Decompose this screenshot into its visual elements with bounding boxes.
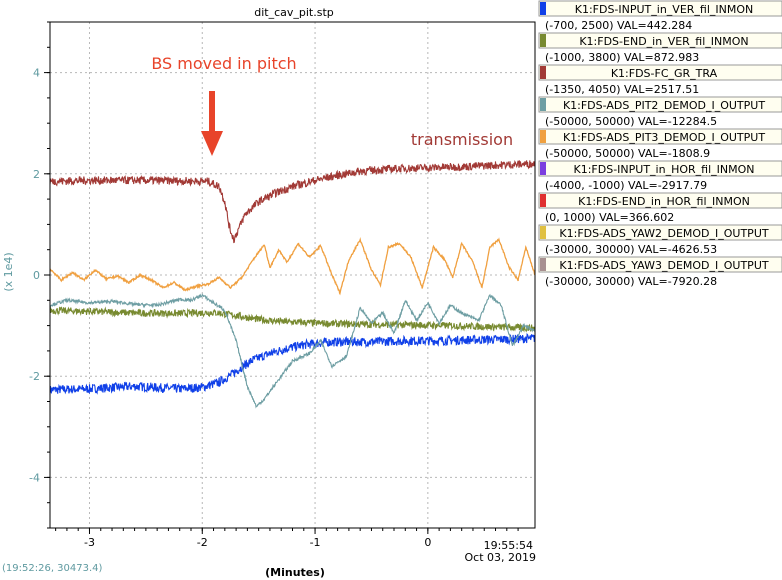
legend-entry: K1:FDS-ADS_YAW2_DEMOD_I_OUTPUT (-30000, 3… [538,224,782,256]
legend-entry-box [538,192,782,209]
date-label: Oct 03, 2019 [465,551,537,564]
legend-label: K1:FDS-ADS_PIT3_DEMOD_I_OUTPUT [563,131,765,144]
annotation-arrow [201,91,223,156]
annotation-bs-moved: BS moved in pitch [151,54,296,73]
legend-range: (-30000, 30000) VAL=-4626.53 [545,243,717,256]
legend-swatch [540,258,546,271]
legend-label: K1:FDS-INPUT_in_HOR_fil_INMON [574,163,755,176]
legend-swatch [540,34,546,47]
legend-swatch [540,194,546,207]
legend-label: K1:FDS-ADS_PIT2_DEMOD_I_OUTPUT [563,99,765,112]
legend-swatch [540,226,546,239]
legend-label: K1:FDS-END_in_VER_fil_INMON [579,35,748,48]
legend-label: K1:FDS-FC_GR_TRA [611,67,718,80]
legend-swatch [540,98,546,111]
legend-entry-box [538,0,782,17]
legend-range: (-700, 2500) VAL=442.284 [545,19,692,32]
legend-swatch [540,162,546,175]
legend-label: K1:FDS-ADS_YAW2_DEMOD_I_OUTPUT [559,227,768,240]
series-line [49,293,536,409]
series-layer [49,160,536,409]
legend-entry: K1:FDS-FC_GR_TRA (-1350, 4050) VAL=2517.5… [538,64,782,96]
legend-entry: K1:FDS-ADS_PIT3_DEMOD_I_OUTPUT (-50000, 5… [538,128,782,160]
y-tick-label: -4 [29,471,40,484]
time-label: 19:55:54 [484,539,533,552]
legend-entry: K1:FDS-INPUT_in_HOR_fil_INMON (-4000, -10… [538,160,782,192]
x-axis-label: (Minutes) [265,566,325,579]
legend-entry: K1:FDS-INPUT_in_VER_fil_INMON (-700, 2500… [538,0,782,32]
legend-swatch [540,130,546,143]
legend: K1:FDS-INPUT_in_VER_fil_INMON (-700, 2500… [538,0,782,288]
legend-entry-box [538,160,782,177]
legend-entry: K1:FDS-ADS_PIT2_DEMOD_I_OUTPUT (-50000, 5… [538,96,782,128]
legend-swatch [540,66,546,79]
legend-entry-box [538,128,782,145]
legend-entry: K1:FDS-ADS_YAW3_DEMOD_I_OUTPUT (-30000, 3… [538,256,782,288]
cursor-readout: (19:52:26, 30473.4) [2,563,103,574]
legend-range: (-50000, 50000) VAL=-1808.9 [545,147,710,160]
legend-label: K1:FDS-ADS_YAW3_DEMOD_I_OUTPUT [559,259,768,272]
y-tick-label: 2 [33,168,40,181]
series-line [49,160,536,244]
y-tick-label: -2 [29,370,40,383]
chart-title: dit_cav_pit.stp [254,6,334,19]
legend-entry: K1:FDS-END_in_HOR_fil_INMON (0, 1000) VAL… [538,192,782,224]
legend-range: (-50000, 50000) VAL=-12284.5 [545,115,717,128]
grid-layer [50,22,535,528]
legend-range: (-4000, -1000) VAL=-2917.79 [545,179,707,192]
annotation-transmission: transmission [411,130,513,149]
x-tick-label: -1 [310,536,321,549]
legend-swatch [540,2,546,15]
x-tick-label: -3 [84,536,95,549]
axis-layer: -3 -2 -1 0 -4 -2 0 2 4 [29,21,536,549]
legend-range: (-30000, 30000) VAL=-7920.28 [545,275,717,288]
legend-range: (-1000, 3800) VAL=872.983 [545,51,699,64]
x-tick-label: -2 [197,536,208,549]
legend-range: (-1350, 4050) VAL=2517.51 [545,83,699,96]
y-tick-label: 0 [33,269,40,282]
legend-entry-box [538,224,782,241]
legend-entry-box [538,64,782,81]
legend-label: K1:FDS-INPUT_in_VER_fil_INMON [575,3,754,16]
legend-range: (0, 1000) VAL=366.602 [545,211,674,224]
series-line [49,333,536,395]
y-tick-label: 4 [33,67,40,80]
y-axis-label: (x 1e4) [2,252,15,291]
x-tick-label: 0 [424,536,431,549]
legend-entry-box [538,32,782,49]
series-line [49,237,536,296]
legend-entry-box [538,96,782,113]
legend-entry: K1:FDS-END_in_VER_fil_INMON (-1000, 3800)… [538,32,782,64]
legend-label: K1:FDS-END_in_HOR_fil_INMON [578,195,750,208]
series-line [49,306,536,333]
legend-entry-box [538,256,782,273]
